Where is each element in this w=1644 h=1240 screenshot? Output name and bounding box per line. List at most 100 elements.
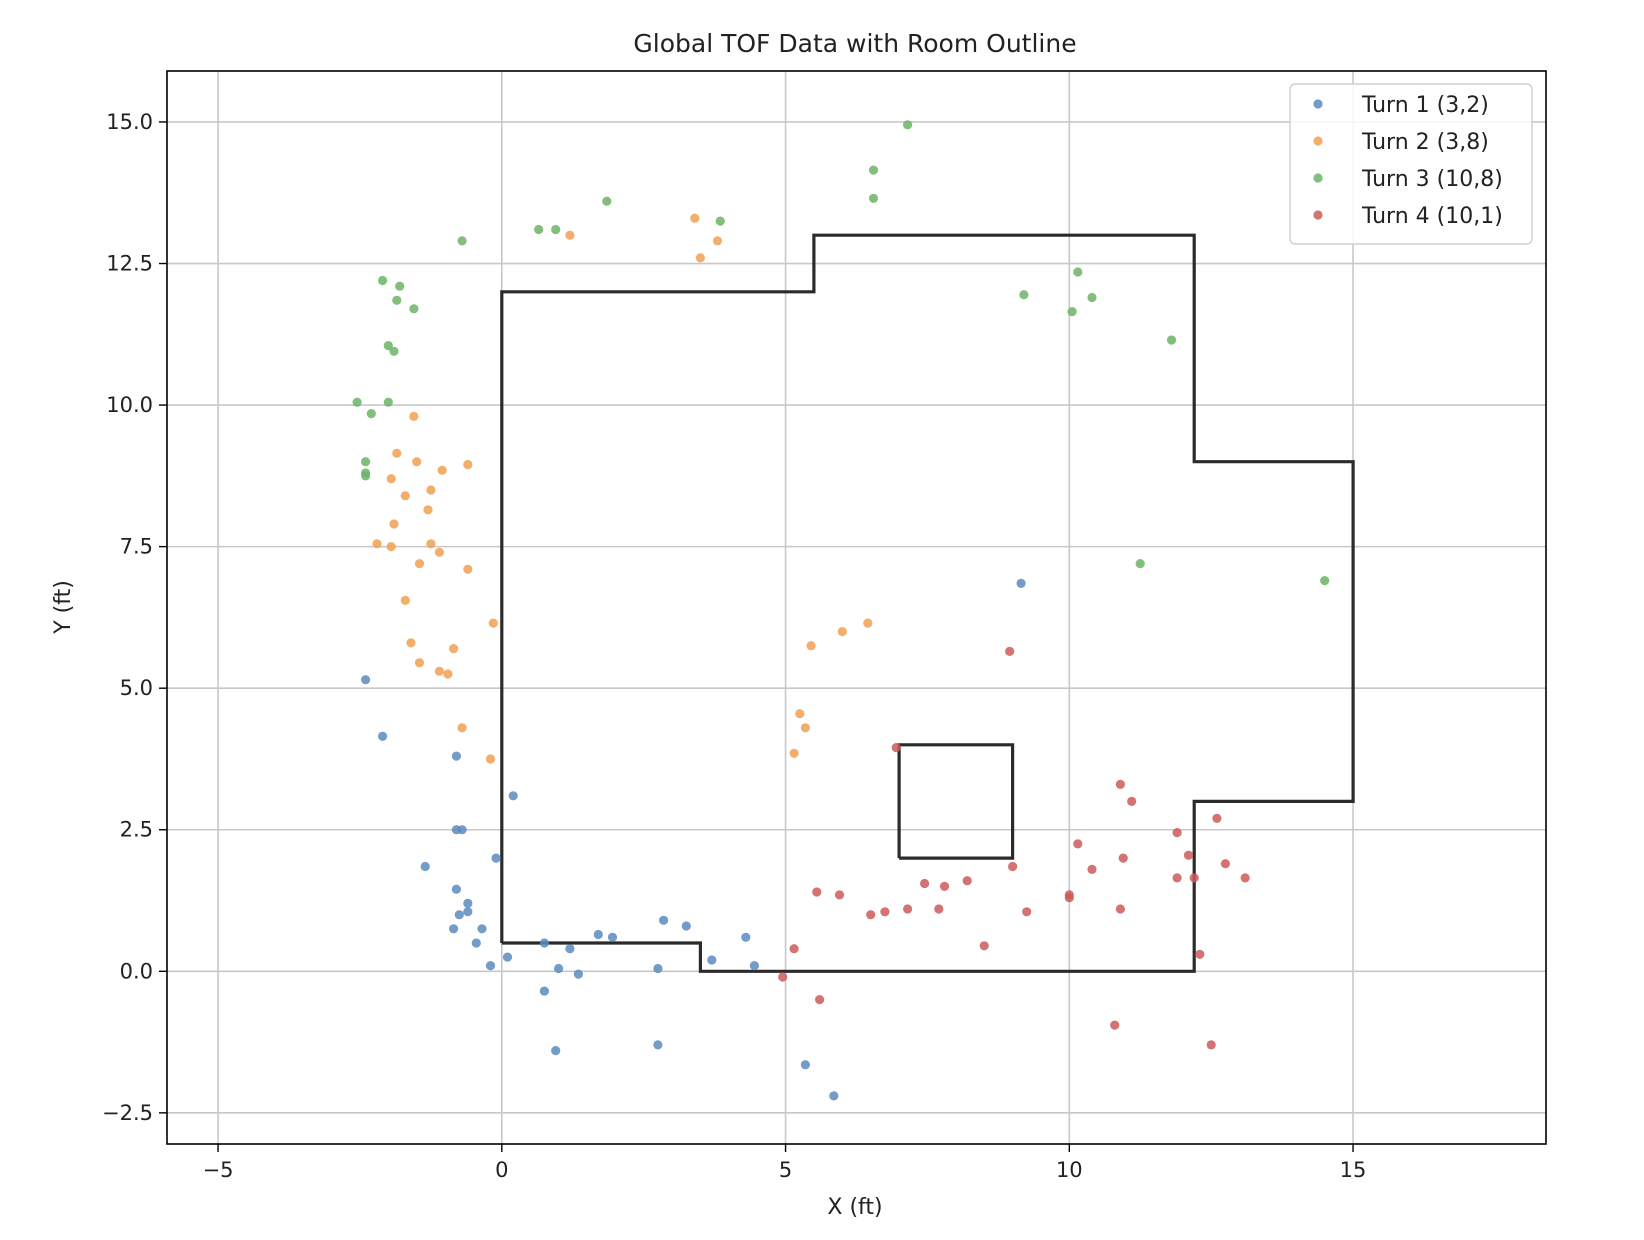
data-point — [1087, 864, 1097, 875]
y-tick-label: 12.5 — [106, 252, 153, 276]
data-point — [815, 995, 825, 1005]
room-outline — [500, 233, 1355, 973]
data-point — [1019, 290, 1029, 300]
data-point — [690, 213, 700, 223]
data-point — [565, 230, 575, 240]
data-point — [352, 397, 362, 407]
data-point — [534, 224, 544, 235]
data-point — [1087, 292, 1097, 303]
data-point — [866, 910, 876, 920]
data-point — [434, 666, 444, 676]
data-point — [378, 275, 388, 286]
data-point — [463, 907, 473, 917]
data-point — [457, 723, 467, 733]
data-point — [1022, 907, 1032, 917]
data-point — [1110, 1020, 1120, 1030]
series-turn-1 — [361, 578, 1026, 1101]
data-point — [426, 539, 436, 549]
x-tick-label: 15 — [1340, 1158, 1367, 1182]
data-point — [607, 932, 618, 942]
data-point — [406, 638, 416, 648]
data-point — [426, 485, 436, 495]
data-point — [502, 952, 513, 962]
data-point — [868, 193, 879, 203]
data-point — [1127, 796, 1137, 807]
data-point — [1320, 576, 1330, 586]
data-point — [934, 904, 944, 914]
data-point — [1135, 559, 1145, 569]
data-point — [437, 465, 447, 475]
data-point — [962, 876, 972, 886]
data-point — [423, 505, 433, 515]
data-point — [880, 907, 890, 917]
data-point — [463, 898, 473, 909]
data-point — [449, 644, 459, 654]
data-point — [551, 1046, 561, 1056]
data-point — [457, 236, 467, 246]
data-point — [834, 890, 845, 900]
data-point — [400, 595, 410, 606]
series-turn-4 — [778, 646, 1250, 1050]
data-point — [392, 448, 402, 458]
data-point — [1166, 335, 1177, 345]
data-point — [485, 754, 496, 764]
data-point — [508, 791, 518, 801]
data-point — [715, 216, 725, 226]
x-tick-label: −5 — [203, 1158, 234, 1182]
data-point — [434, 547, 444, 557]
data-point — [539, 938, 550, 948]
data-point — [400, 491, 410, 501]
data-point — [812, 887, 822, 897]
data-point — [443, 669, 453, 679]
data-point — [485, 961, 496, 971]
data-point — [1172, 873, 1182, 883]
data-point — [681, 921, 691, 931]
data-point — [863, 618, 873, 628]
data-point — [414, 559, 425, 569]
legend-label: Turn 2 (3,8) — [1361, 130, 1489, 155]
data-point — [1064, 893, 1074, 903]
data-point — [573, 969, 584, 979]
data-point — [457, 825, 467, 835]
legend-label: Turn 1 (3,2) — [1361, 93, 1489, 118]
y-tick-label: 15.0 — [106, 110, 153, 134]
data-point — [389, 346, 399, 356]
data-point — [1073, 839, 1083, 849]
data-point — [414, 658, 425, 668]
data-point — [386, 474, 396, 484]
room-outlines — [500, 233, 1355, 973]
data-point — [979, 941, 989, 951]
y-tick-label: 0.0 — [120, 959, 153, 983]
data-point — [451, 751, 461, 761]
data-point — [602, 196, 612, 206]
x-tick-label: 10 — [1056, 1158, 1083, 1182]
data-point — [1206, 1040, 1216, 1050]
data-point — [939, 881, 950, 892]
data-point — [1067, 307, 1077, 317]
data-point — [1115, 779, 1125, 790]
data-point — [409, 411, 419, 421]
x-tick-label: 0 — [495, 1158, 508, 1182]
data-point — [695, 253, 706, 263]
data-point — [471, 938, 481, 948]
data-point — [789, 944, 799, 954]
data-point — [1212, 813, 1222, 824]
series-turn-3 — [352, 120, 1330, 586]
data-point — [386, 542, 396, 552]
legend-marker — [1313, 136, 1323, 146]
data-point — [795, 709, 805, 719]
legend-marker — [1313, 173, 1323, 183]
plot-frame — [166, 70, 1547, 1145]
y-axis-label: Y (ft) — [51, 580, 76, 635]
data-point — [1073, 267, 1083, 277]
y-axis-ticks: −2.5 0.0 2.5 5.0 7.5 10.0 12.5 15.0 — [102, 110, 167, 1125]
data-point — [829, 1091, 839, 1101]
data-point — [565, 944, 575, 954]
data-point — [806, 641, 816, 651]
data-point — [741, 932, 751, 942]
data-point — [778, 972, 788, 982]
data-point — [389, 519, 399, 529]
data-point — [1240, 873, 1250, 883]
data-point — [383, 341, 393, 351]
